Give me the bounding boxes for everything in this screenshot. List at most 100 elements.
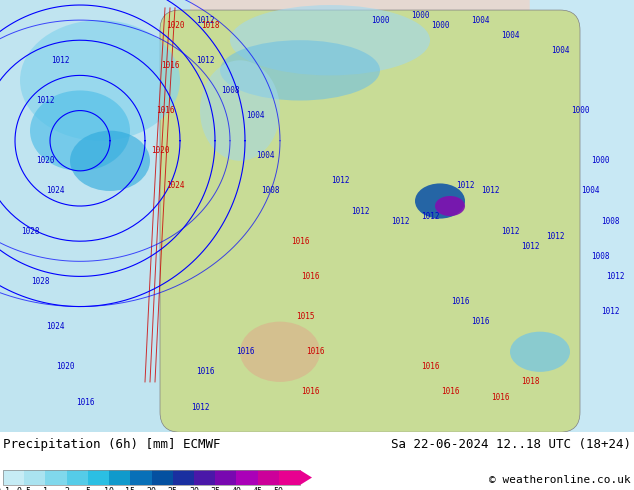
Bar [279, 470, 300, 485]
Text: 1016: 1016 [156, 106, 174, 115]
FancyBboxPatch shape [529, 0, 634, 433]
Text: 1012: 1012 [351, 207, 369, 216]
Text: 1020: 1020 [165, 21, 184, 29]
Text: 1016: 1016 [301, 272, 320, 281]
Text: 1012: 1012 [36, 96, 55, 105]
Text: 1008: 1008 [221, 86, 239, 95]
Text: 1008: 1008 [591, 252, 609, 261]
Text: 40: 40 [231, 487, 242, 490]
Bar [152, 470, 172, 485]
Bar [172, 470, 194, 485]
Bar [46, 470, 67, 485]
Text: 1012: 1012 [456, 181, 474, 191]
Text: 1000: 1000 [371, 16, 389, 24]
Text: 1004: 1004 [501, 31, 519, 40]
Text: 1012: 1012 [191, 403, 209, 412]
Text: 30: 30 [189, 487, 199, 490]
Text: 1016: 1016 [161, 61, 179, 70]
Bar [109, 470, 130, 485]
Text: 1016: 1016 [75, 397, 94, 407]
Text: Precipitation (6h) [mm] ECMWF: Precipitation (6h) [mm] ECMWF [3, 438, 221, 451]
Text: 1016: 1016 [301, 388, 320, 396]
Text: 1012: 1012 [481, 187, 499, 196]
Text: 1012: 1012 [331, 176, 349, 185]
Ellipse shape [20, 20, 180, 141]
Text: 1000: 1000 [571, 106, 589, 115]
Bar [3, 470, 300, 485]
Text: 1012: 1012 [605, 272, 624, 281]
Text: 1012: 1012 [391, 217, 410, 225]
Text: 1012: 1012 [601, 307, 619, 316]
Text: 1008: 1008 [601, 217, 619, 225]
Text: 1012: 1012 [521, 242, 540, 251]
Text: 1016: 1016 [421, 362, 439, 371]
Text: 45: 45 [252, 487, 262, 490]
Ellipse shape [510, 332, 570, 372]
Text: 1018: 1018 [521, 377, 540, 387]
Bar [257, 470, 279, 485]
Text: 1016: 1016 [451, 297, 469, 306]
Polygon shape [300, 470, 312, 485]
Bar [88, 470, 109, 485]
Ellipse shape [30, 91, 130, 171]
Text: 10: 10 [104, 487, 114, 490]
Text: 20: 20 [146, 487, 157, 490]
Text: 1028: 1028 [31, 277, 49, 286]
Bar [194, 470, 215, 485]
Text: 1024: 1024 [46, 187, 64, 196]
Text: 1016: 1016 [471, 317, 489, 326]
Text: 1004: 1004 [256, 151, 275, 160]
Text: 1015: 1015 [295, 312, 314, 321]
Text: 1000: 1000 [411, 11, 429, 20]
Text: 1012: 1012 [421, 212, 439, 220]
Bar [24, 470, 46, 485]
Text: 1: 1 [43, 487, 48, 490]
Text: Sa 22-06-2024 12..18 UTC (18+24): Sa 22-06-2024 12..18 UTC (18+24) [391, 438, 631, 451]
Text: 1004: 1004 [471, 16, 489, 24]
Text: 1004: 1004 [551, 46, 569, 55]
Ellipse shape [435, 196, 465, 216]
Text: 1016: 1016 [196, 368, 214, 376]
Ellipse shape [70, 131, 150, 191]
Text: 1020: 1020 [56, 362, 74, 371]
Text: 1012: 1012 [196, 56, 214, 65]
Text: 35: 35 [210, 487, 220, 490]
FancyBboxPatch shape [160, 10, 580, 432]
Bar [67, 470, 88, 485]
Bar [215, 470, 236, 485]
Ellipse shape [415, 183, 465, 219]
Text: 15: 15 [126, 487, 135, 490]
Text: 1012: 1012 [51, 56, 69, 65]
Text: 1004: 1004 [581, 187, 599, 196]
Bar [236, 470, 257, 485]
Text: 1016: 1016 [306, 347, 324, 356]
Text: 1016: 1016 [441, 388, 459, 396]
Text: 2: 2 [64, 487, 69, 490]
Text: 1004: 1004 [246, 111, 264, 120]
Text: 1020: 1020 [36, 156, 55, 165]
Text: 50: 50 [274, 487, 284, 490]
Text: © weatheronline.co.uk: © weatheronline.co.uk [489, 475, 631, 485]
Ellipse shape [240, 321, 320, 382]
Bar [130, 470, 152, 485]
Text: 1012: 1012 [196, 16, 214, 24]
Text: 1020: 1020 [151, 146, 169, 155]
Text: 1012: 1012 [501, 227, 519, 236]
Text: 1000: 1000 [591, 156, 609, 165]
Text: 25: 25 [168, 487, 178, 490]
Text: 0.1: 0.1 [0, 487, 11, 490]
Text: 0.5: 0.5 [16, 487, 32, 490]
Ellipse shape [200, 60, 280, 161]
Text: 1024: 1024 [165, 181, 184, 191]
Ellipse shape [220, 40, 380, 100]
Text: 1016: 1016 [491, 392, 509, 401]
Bar [3, 470, 24, 485]
FancyBboxPatch shape [0, 0, 190, 433]
Text: 1008: 1008 [261, 187, 279, 196]
Text: 1028: 1028 [21, 227, 39, 236]
Text: 1012: 1012 [546, 232, 564, 241]
Text: 1016: 1016 [291, 237, 309, 245]
Text: 1018: 1018 [201, 21, 219, 29]
Text: 1024: 1024 [46, 322, 64, 331]
Text: 1000: 1000 [430, 21, 450, 29]
